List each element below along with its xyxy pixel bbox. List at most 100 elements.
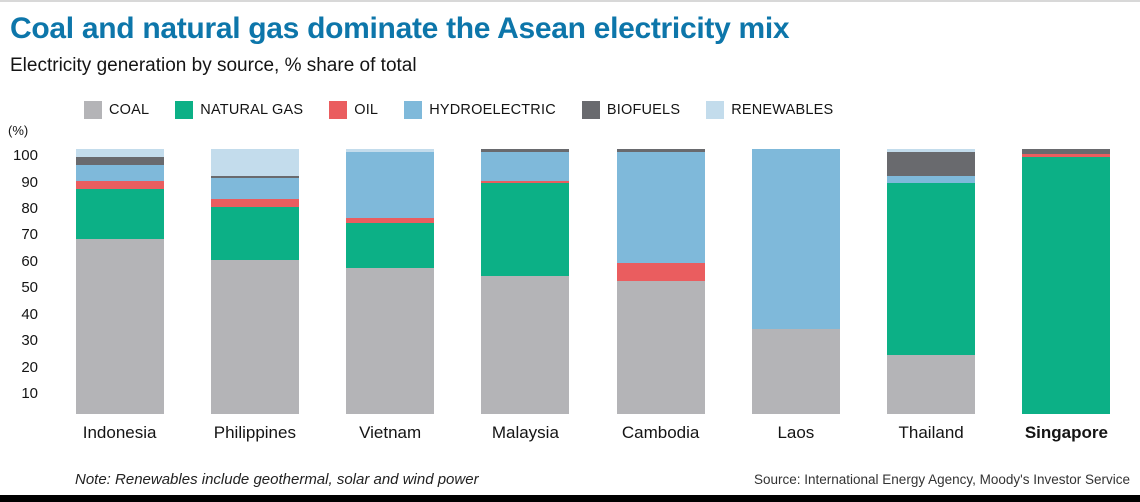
bar-segment-hydroelectric	[346, 151, 435, 218]
bar-segment-hydroelectric	[481, 151, 570, 181]
bar-segment-natural-gas	[1022, 157, 1111, 414]
legend-label: BIOFUELS	[606, 101, 681, 118]
bar-segment-oil	[481, 180, 570, 184]
bar-segment-hydroelectric	[210, 178, 299, 200]
legend-label: NATURAL GAS	[200, 101, 304, 118]
y-tick-label: 40	[21, 305, 38, 323]
y-tick-label: 10	[21, 385, 38, 403]
header: Coal and natural gas dominate the Asean …	[0, 2, 1140, 77]
bar-segment-natural-gas	[210, 207, 299, 261]
page-subtitle: Electricity generation by source, % shar…	[10, 54, 417, 76]
chart: (%) 10 20 30 40 50 60 70 80 90 100 Indonesia Phili…	[0, 123, 1140, 444]
bar-segment-coal	[210, 260, 299, 414]
legend: COAL NATURAL GAS OIL HYDROELECTRIC BIOFUELS R…	[84, 100, 1140, 119]
legend-swatch-oil	[329, 100, 348, 119]
y-tick-label: 100	[12, 147, 38, 165]
bar-segment-biofuels	[75, 157, 164, 165]
y-tick-label: 90	[21, 173, 38, 191]
legend-item-natural-gas: NATURAL GAS	[175, 100, 304, 119]
bar-segment-hydroelectric	[75, 164, 164, 181]
category-label: Malaysia	[491, 422, 559, 442]
bar-column-singapore: Singapore	[999, 139, 1134, 444]
footer: Note: Renewables include geothermal, sol…	[0, 471, 1140, 488]
legend-label: RENEWABLES	[731, 101, 834, 118]
bar-segment-natural-gas	[887, 183, 976, 356]
bar-segment-hydroelectric	[887, 175, 976, 184]
y-tick-label: 50	[21, 279, 38, 297]
bar-segment-oil	[1022, 154, 1111, 158]
bar-column-laos: Laos	[728, 139, 863, 444]
category-label: Indonesia	[82, 422, 157, 442]
legend-item-hydroelectric: HYDROELECTRIC	[404, 100, 556, 119]
plot-area: Indonesia Philippines Vietnam Malaysia Cambo…	[52, 139, 1134, 444]
legend-label: COAL	[109, 101, 150, 118]
y-tick-label: 60	[21, 252, 38, 270]
bar-segment-hydroelectric	[616, 151, 705, 263]
legend-label: HYDROELECTRIC	[429, 101, 556, 118]
bar-segment-coal	[751, 328, 840, 414]
bar-segment-renewables	[887, 149, 976, 152]
bar-segment-coal	[887, 355, 976, 414]
stacked-bar	[1022, 139, 1111, 414]
legend-item-oil: OIL	[329, 100, 379, 119]
bar-column-thailand: Thailand	[864, 139, 999, 444]
bar-segment-oil	[616, 262, 705, 282]
category-label: Thailand	[898, 422, 964, 442]
y-axis: 10 20 30 40 50 60 70 80 90 100	[0, 139, 46, 414]
bar-column-cambodia: Cambodia	[593, 139, 728, 444]
stacked-bar	[751, 139, 840, 414]
stacked-bar	[481, 139, 570, 414]
bar-segment-renewables	[75, 149, 164, 158]
bar-column-indonesia: Indonesia	[52, 139, 187, 444]
stacked-bar	[887, 139, 976, 414]
y-axis-unit-label: (%)	[8, 122, 29, 138]
legend-swatch-natural-gas	[175, 100, 194, 119]
y-tick-label: 80	[21, 199, 38, 217]
bar-column-philippines: Philippines	[187, 139, 322, 444]
legend-item-renewables: RENEWABLES	[706, 100, 834, 119]
bar-segment-natural-gas	[346, 223, 435, 269]
bottom-rule	[0, 495, 1140, 502]
bar-segment-coal	[346, 268, 435, 414]
bar-segment-oil	[210, 199, 299, 208]
legend-swatch-hydroelectric	[404, 100, 423, 119]
bar-segment-oil	[75, 180, 164, 189]
footnote: Note: Renewables include geothermal, sol…	[75, 471, 479, 488]
bar-segment-biofuels	[887, 151, 976, 176]
page-title: Coal and natural gas dominate the Asean …	[10, 12, 790, 45]
y-tick-label: 70	[21, 226, 38, 244]
bar-column-vietnam: Vietnam	[323, 139, 458, 444]
stacked-bar	[75, 139, 164, 414]
category-label: Laos	[777, 422, 815, 442]
bar-column-malaysia: Malaysia	[458, 139, 593, 444]
bar-segment-renewables	[210, 149, 299, 176]
bar-segment-natural-gas	[75, 188, 164, 239]
stacked-bar	[346, 139, 435, 414]
legend-swatch-coal	[84, 100, 102, 119]
bar-segment-coal	[616, 281, 705, 414]
category-label: Cambodia	[621, 422, 700, 442]
bar-segment-biofuels	[616, 149, 705, 152]
stacked-bar	[210, 139, 299, 414]
bar-segment-natural-gas	[481, 183, 570, 276]
legend-swatch-renewables	[706, 100, 725, 119]
bar-segment-coal	[75, 238, 164, 414]
category-label: Singapore	[1024, 422, 1108, 442]
category-label: Philippines	[213, 422, 296, 442]
legend-item-biofuels: BIOFUELS	[581, 100, 681, 119]
bar-segment-hydroelectric	[751, 149, 840, 329]
legend-swatch-biofuels	[581, 100, 600, 119]
category-label: Vietnam	[359, 422, 422, 442]
bar-segment-biofuels	[210, 175, 299, 179]
stacked-bar	[616, 139, 705, 414]
legend-item-coal: COAL	[84, 100, 150, 119]
bar-segment-biofuels	[1022, 149, 1111, 155]
legend-label: OIL	[354, 101, 379, 118]
bar-segment-coal	[481, 276, 570, 414]
source-credit: Source: International Energy Agency, Moo…	[753, 472, 1130, 487]
y-tick-label: 20	[21, 358, 38, 376]
bar-segment-oil	[346, 217, 435, 224]
bar-segment-renewables	[346, 149, 435, 152]
bar-segment-biofuels	[481, 149, 570, 152]
